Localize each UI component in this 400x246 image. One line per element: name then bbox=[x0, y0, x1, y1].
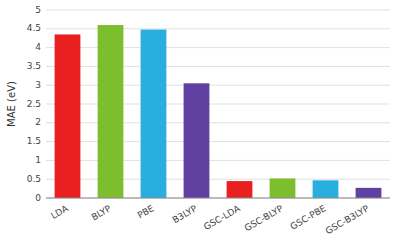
chart: 00.511.522.533.544.55LDABLYPPBEB3LYPGSC-… bbox=[0, 0, 400, 246]
bars bbox=[55, 25, 382, 198]
grid bbox=[46, 10, 390, 198]
bar bbox=[313, 180, 339, 198]
y-tick-label: 2.5 bbox=[27, 99, 41, 109]
x-tick-label: GSC-LDA bbox=[202, 203, 243, 232]
y-tick-label: 1.5 bbox=[27, 136, 41, 146]
y-tick-label: 4.5 bbox=[27, 23, 41, 33]
y-axis-label: MAE (eV) bbox=[6, 81, 17, 127]
bar bbox=[184, 83, 210, 198]
x-ticks: LDA BLYP PBE B3LYPGSC-LDAGSC-BLYPGSC-PBEGSC… bbox=[49, 203, 371, 236]
y-tick-label: 3 bbox=[35, 80, 41, 90]
x-tick-label: GSC-B3LYP bbox=[324, 203, 372, 236]
y-tick-label: 2 bbox=[35, 117, 41, 127]
y-tick-label: 1 bbox=[35, 155, 41, 165]
x-tick-label: GSC-BLYP bbox=[243, 203, 286, 233]
bar bbox=[270, 178, 296, 198]
y-tick-label: 0 bbox=[35, 193, 41, 203]
y-tick-label: 0.5 bbox=[27, 174, 41, 184]
x-axis-line bbox=[46, 198, 390, 199]
y-tick-label: 3.5 bbox=[27, 61, 41, 71]
x-tick-label: LDA bbox=[49, 203, 70, 221]
grid-line bbox=[46, 10, 390, 11]
y-tick-label: 5 bbox=[35, 5, 41, 15]
bar bbox=[98, 25, 124, 198]
bar bbox=[356, 188, 382, 198]
x-tick-label: PBE bbox=[136, 203, 156, 220]
x-tick-label: B3LYP bbox=[171, 203, 200, 225]
x-tick-label: BLYP bbox=[90, 203, 114, 222]
y-tick-label: 4 bbox=[35, 42, 41, 52]
y-ticks: 0 0.5 1 1.5 2 2.5 3 3.5 4 4.5 5 bbox=[27, 5, 42, 203]
bar bbox=[55, 34, 81, 198]
grid-line bbox=[46, 198, 390, 199]
bar bbox=[141, 30, 167, 198]
chart-container: 00.511.522.533.544.55LDABLYPPBEB3LYPGSC-… bbox=[0, 0, 400, 246]
bar bbox=[227, 181, 253, 198]
x-tick-label: GSC-PBE bbox=[289, 203, 328, 232]
